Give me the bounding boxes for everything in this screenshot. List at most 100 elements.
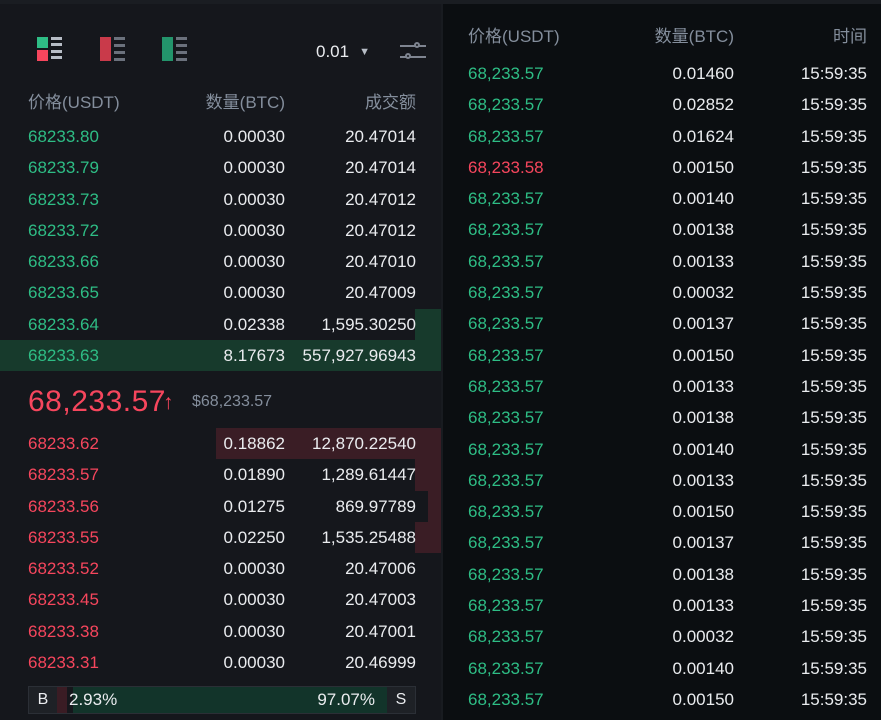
ask-row[interactable]: 68233.79 0.00030 20.47014 xyxy=(0,152,441,183)
depth-precision-value: 0.01 xyxy=(316,42,350,61)
bid-price: 68233.62 xyxy=(28,434,99,453)
trade-price: 68,233.57 xyxy=(468,596,544,616)
ask-row[interactable]: 68233.63 8.17673 557,927.96943 xyxy=(0,340,441,372)
order-book-toolbar: 0.01 ▼ xyxy=(0,4,441,88)
bid-qty: 0.00030 xyxy=(223,590,285,610)
bid-price: 68233.31 xyxy=(28,653,99,673)
trade-price: 68,233.57 xyxy=(468,502,544,522)
trade-price: 68,233.57 xyxy=(468,689,544,709)
trade-rows: 68,233.57 0.01460 15:59:35 68,233.57 0.02852… xyxy=(443,58,881,715)
ask-qty: 0.02338 xyxy=(223,314,285,334)
trade-qty: 0.00138 xyxy=(672,220,734,240)
trade-qty: 0.00150 xyxy=(672,345,734,365)
trade-time: 15:59:35 xyxy=(800,157,867,177)
bid-price: 68233.38 xyxy=(28,621,99,641)
trade-price: 68,233.57 xyxy=(468,283,544,303)
trade-qty: 0.00032 xyxy=(672,283,734,303)
bid-row[interactable]: 68233.57 0.01890 1,289.61447 xyxy=(0,459,441,491)
ask-total: 20.47014 xyxy=(345,158,416,178)
bid-row[interactable]: 68233.31 0.00030 20.46999 xyxy=(0,647,441,678)
trade-time: 15:59:35 xyxy=(800,533,867,553)
bid-qty: 0.00030 xyxy=(223,653,285,673)
depth-bar xyxy=(414,459,441,491)
trades-header-price: 价格(USDT) xyxy=(468,27,560,46)
trade-row: 68,233.57 0.00138 15:59:35 xyxy=(443,214,881,245)
orderbook-buy-icon[interactable] xyxy=(162,37,190,65)
ask-row[interactable]: 68233.65 0.00030 20.47009 xyxy=(0,277,441,308)
depth-bar xyxy=(216,428,441,460)
trade-time: 15:59:35 xyxy=(800,627,867,647)
trade-time: 15:59:35 xyxy=(800,439,867,459)
mark-price: $68,233.57 xyxy=(192,393,273,410)
bid-row[interactable]: 68233.56 0.01275 869.97789 xyxy=(0,490,441,522)
trade-price: 68,233.57 xyxy=(468,376,544,396)
trade-time: 15:59:35 xyxy=(800,251,867,271)
trade-price: 68,233.57 xyxy=(468,345,544,365)
ask-price: 68233.80 xyxy=(28,127,99,146)
ask-total: 20.47012 xyxy=(345,189,416,209)
trade-price: 68,233.57 xyxy=(468,95,544,115)
ask-row[interactable]: 68233.66 0.00030 20.47010 xyxy=(0,246,441,277)
ask-row[interactable]: 68233.80 0.00030 20.47014 xyxy=(0,121,441,152)
bid-total: 20.47003 xyxy=(345,590,416,610)
ask-row[interactable]: 68233.64 0.02338 1,595.30250 xyxy=(0,308,441,341)
bid-qty: 0.00030 xyxy=(223,559,285,579)
trade-qty: 0.00133 xyxy=(672,596,734,616)
depth-precision-select[interactable]: 0.01 ▼ xyxy=(316,42,370,62)
bid-total: 20.47001 xyxy=(345,621,416,641)
trade-row: 68,233.58 0.00150 15:59:35 xyxy=(443,152,881,183)
bid-total: 20.47006 xyxy=(345,559,416,579)
trade-qty: 0.00138 xyxy=(672,564,734,584)
trade-price: 68,233.57 xyxy=(468,658,544,678)
ask-row[interactable]: 68233.73 0.00030 20.47012 xyxy=(0,184,441,215)
trade-time: 15:59:35 xyxy=(800,564,867,584)
orderbook-both-icon[interactable] xyxy=(37,37,65,65)
ask-total: 20.47009 xyxy=(345,283,416,303)
depth-bar xyxy=(0,340,441,372)
bid-price: 68233.56 xyxy=(28,496,99,516)
trade-row: 68,233.57 0.00150 15:59:35 xyxy=(443,684,881,715)
bid-total: 869.97789 xyxy=(335,496,416,516)
trade-qty: 0.02852 xyxy=(672,95,734,115)
trade-row: 68,233.57 0.00140 15:59:35 xyxy=(443,434,881,465)
trade-row: 68,233.57 0.00032 15:59:35 xyxy=(443,621,881,652)
trade-time: 15:59:35 xyxy=(800,470,867,490)
buy-label: B xyxy=(29,687,57,713)
trade-time: 15:59:35 xyxy=(800,64,867,83)
order-book-panel: 0.01 ▼ 价格(USDT) 数量(BTC) 成交额 68233.80 0.000… xyxy=(0,4,441,720)
bid-qty: 0.01890 xyxy=(223,465,285,485)
trade-time: 15:59:35 xyxy=(800,189,867,209)
ask-qty: 0.00030 xyxy=(223,189,285,209)
buy-ratio-fill xyxy=(57,687,67,713)
bid-price: 68233.55 xyxy=(28,527,99,547)
arrow-up-icon: ↑ xyxy=(163,391,174,414)
trade-row: 68,233.57 0.00133 15:59:35 xyxy=(443,371,881,402)
trade-time: 15:59:35 xyxy=(800,376,867,396)
trade-qty: 0.00150 xyxy=(672,157,734,177)
bid-price: 68233.57 xyxy=(28,465,99,485)
bid-price: 68233.52 xyxy=(28,559,99,579)
buy-sell-ratio-bar: B 2.93% 97.07% S xyxy=(28,686,416,714)
trade-qty: 0.00150 xyxy=(672,689,734,709)
trade-qty: 0.00133 xyxy=(672,376,734,396)
trade-row: 68,233.57 0.00133 15:59:35 xyxy=(443,246,881,277)
orderbook-sell-icon[interactable] xyxy=(100,37,128,65)
bid-row[interactable]: 68233.45 0.00030 20.47003 xyxy=(0,584,441,615)
ask-row[interactable]: 68233.72 0.00030 20.47012 xyxy=(0,215,441,246)
bid-row[interactable]: 68233.38 0.00030 20.47001 xyxy=(0,616,441,647)
trade-time: 15:59:35 xyxy=(800,658,867,678)
bid-row[interactable]: 68233.62 0.18862 12,870.22540 xyxy=(0,428,441,460)
bid-row[interactable]: 68233.52 0.00030 20.47006 xyxy=(0,553,441,584)
trade-price: 68,233.57 xyxy=(468,627,544,647)
last-price: 68,233.57 xyxy=(28,385,166,418)
ask-rows: 68233.80 0.00030 20.47014 68233.79 0.00030 20… xyxy=(0,121,441,372)
trade-price: 68,233.57 xyxy=(468,251,544,271)
trade-qty: 0.00032 xyxy=(672,627,734,647)
ask-total: 20.47014 xyxy=(345,127,416,146)
trade-time: 15:59:35 xyxy=(800,596,867,616)
bid-row[interactable]: 68233.55 0.02250 1,535.25488 xyxy=(0,521,441,554)
sell-label: S xyxy=(387,687,415,713)
trade-row: 68,233.57 0.00138 15:59:35 xyxy=(443,559,881,590)
settings-sliders-icon[interactable] xyxy=(400,40,426,64)
trade-qty: 0.00133 xyxy=(672,470,734,490)
